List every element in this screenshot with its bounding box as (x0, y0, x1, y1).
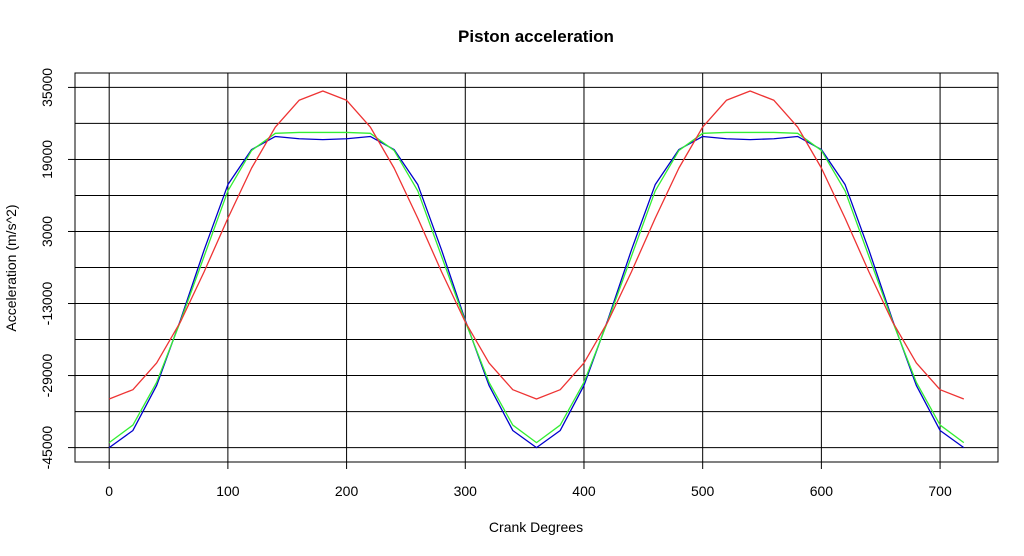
x-tick-label: 600 (810, 483, 834, 499)
y-axis-label: Acceleration (m/s^2) (3, 204, 19, 331)
plot-frame (74, 72, 999, 463)
y-tick-label: -29000 (39, 354, 55, 398)
x-tick-label: 0 (105, 483, 113, 499)
x-tick-label: 300 (454, 483, 478, 499)
y-tick-label: 3000 (39, 216, 55, 247)
x-axis-label: Crank Degrees (489, 519, 583, 535)
x-tick-label: 700 (928, 483, 952, 499)
y-tick-label: -45000 (39, 426, 55, 470)
line-series (108, 90, 965, 400)
line-series (108, 131, 965, 444)
chart-title: Piston acceleration (458, 27, 614, 46)
x-tick-label: 500 (691, 483, 715, 499)
x-tick-label: 400 (572, 483, 596, 499)
x-tick-label: 200 (335, 483, 359, 499)
x-tick-label: 100 (216, 483, 240, 499)
y-tick-label: 35000 (39, 68, 55, 107)
y-tick-label: 19000 (39, 140, 55, 179)
line-series (108, 135, 965, 449)
y-tick-label: -13000 (39, 282, 55, 326)
